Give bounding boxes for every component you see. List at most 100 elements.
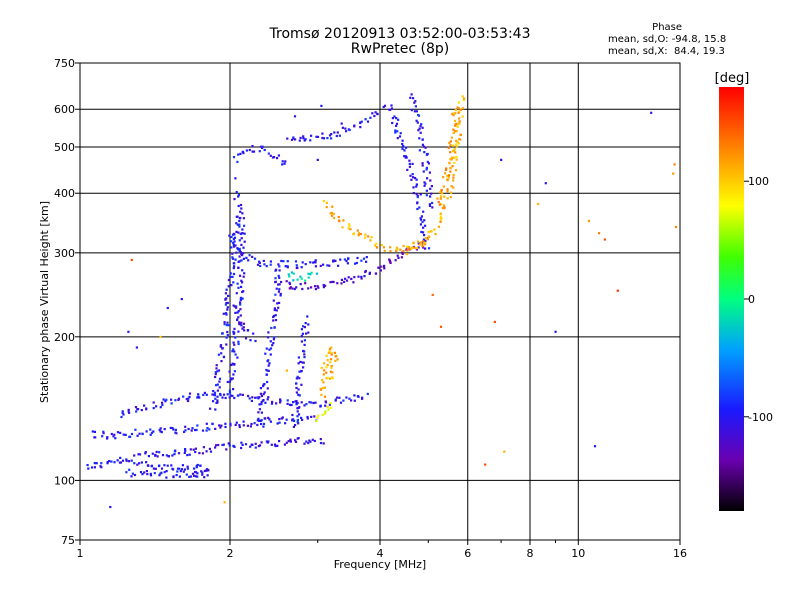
data-point — [254, 442, 257, 445]
data-point — [344, 277, 347, 280]
data-point — [408, 165, 411, 168]
data-point — [439, 191, 442, 194]
data-point — [252, 332, 255, 335]
data-point — [239, 314, 242, 317]
data-point — [463, 97, 466, 100]
data-point — [417, 246, 420, 249]
data-point — [155, 405, 158, 408]
data-point — [302, 361, 305, 364]
data-point — [277, 154, 280, 157]
data-point — [224, 425, 227, 429]
data-point — [413, 246, 416, 249]
data-point — [304, 138, 307, 141]
data-point — [272, 342, 275, 345]
data-point — [296, 266, 299, 269]
data-point — [272, 315, 275, 319]
data-point — [196, 472, 199, 475]
data-point — [226, 330, 229, 334]
data-point — [423, 184, 426, 187]
data-point — [299, 275, 302, 278]
data-point — [455, 155, 458, 158]
data-point — [353, 399, 356, 402]
data-point — [235, 191, 238, 194]
data-point — [412, 97, 415, 100]
data-point — [254, 396, 257, 399]
data-point — [300, 328, 303, 331]
data-point — [238, 219, 241, 223]
data-point — [108, 459, 111, 463]
data-point — [268, 348, 271, 351]
data-point — [419, 217, 422, 220]
data-point — [242, 252, 245, 255]
data-point — [217, 353, 220, 356]
data-point — [423, 151, 426, 154]
data-point — [298, 394, 301, 397]
data-point — [307, 323, 310, 326]
data-point — [394, 129, 397, 132]
data-point — [422, 238, 425, 241]
data-point — [401, 147, 404, 150]
data-point — [324, 401, 328, 404]
data-point — [271, 400, 274, 403]
data-point — [329, 406, 333, 409]
data-point — [285, 441, 288, 444]
data-point — [305, 440, 308, 443]
data-point — [197, 395, 200, 398]
data-point — [130, 432, 134, 436]
data-point — [345, 396, 348, 399]
data-point — [458, 110, 461, 113]
data-point — [448, 162, 451, 165]
data-point — [145, 461, 148, 464]
data-point — [415, 193, 418, 196]
data-point — [259, 387, 262, 390]
data-point — [364, 233, 367, 236]
data-point — [87, 467, 90, 470]
data-point — [296, 437, 299, 440]
data-point — [450, 191, 453, 194]
data-point — [149, 428, 152, 431]
data-point — [426, 238, 429, 241]
data-point — [300, 416, 303, 419]
data-point — [313, 415, 316, 418]
data-point — [334, 359, 337, 362]
data-point — [383, 267, 386, 270]
data-point — [379, 265, 382, 268]
data-point — [149, 433, 152, 436]
data-point — [240, 259, 243, 262]
data-point — [446, 197, 449, 200]
data-point — [188, 392, 192, 395]
data-point — [237, 204, 240, 208]
data-point — [90, 466, 94, 469]
data-point — [228, 396, 231, 399]
data-point — [232, 445, 235, 448]
data-point — [382, 265, 385, 268]
data-point — [112, 435, 115, 438]
data-point — [195, 471, 198, 474]
data-point — [232, 348, 235, 351]
data-point — [336, 358, 339, 361]
data-point — [321, 136, 324, 140]
data-point — [236, 160, 239, 163]
data-point — [237, 260, 240, 263]
data-point — [137, 408, 140, 411]
data-point — [196, 396, 199, 399]
data-point — [239, 203, 243, 207]
data-point — [216, 399, 219, 402]
data-point — [311, 438, 314, 441]
data-point — [371, 112, 374, 115]
data-point — [454, 109, 457, 112]
data-point — [297, 393, 300, 396]
data-point — [235, 251, 238, 254]
data-point — [458, 122, 461, 125]
data-point — [333, 131, 336, 134]
data-point — [250, 399, 253, 402]
y-tick-label-1: 100 — [54, 474, 75, 487]
data-point — [428, 235, 431, 238]
data-point — [427, 231, 430, 234]
data-point — [439, 197, 442, 200]
data-point — [356, 229, 359, 232]
data-point — [229, 275, 232, 278]
data-point — [330, 346, 333, 349]
data-point — [336, 396, 339, 399]
data-point — [294, 138, 297, 141]
